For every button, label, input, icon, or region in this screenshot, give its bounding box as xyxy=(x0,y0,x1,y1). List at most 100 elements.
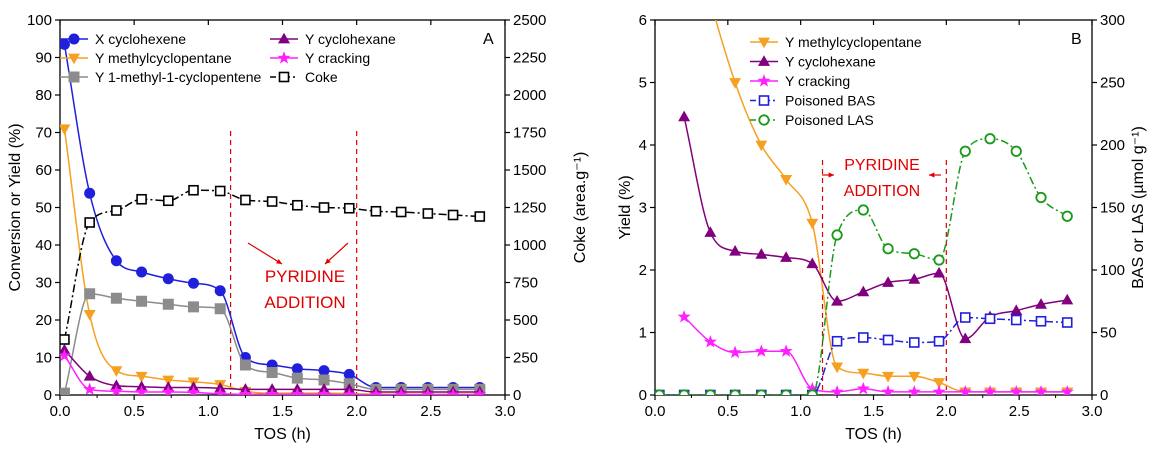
y-tick-label: 50 xyxy=(35,200,52,217)
legend-marker xyxy=(758,37,770,49)
y-tick-label: 20 xyxy=(35,312,52,329)
legend-label: Y cyclohexane xyxy=(785,54,876,70)
y2-tick-label: 1250 xyxy=(513,200,546,217)
y2-tick-label: 100 xyxy=(1100,262,1125,279)
data-point xyxy=(806,218,819,230)
data-point xyxy=(831,335,843,347)
legend-item: X cyclohexene xyxy=(60,31,186,47)
data-point xyxy=(1060,384,1074,395)
y2-tick-label: 300 xyxy=(1100,12,1125,29)
x-tick-label: 0.5 xyxy=(124,403,145,420)
legend-marker xyxy=(758,114,770,126)
legend-item: Poisoned BAS xyxy=(750,93,875,109)
data-point xyxy=(830,384,844,395)
data-point xyxy=(805,381,819,395)
data-point xyxy=(857,204,869,216)
x-tick-label: 2.0 xyxy=(346,403,367,420)
x-tick-label: 3.0 xyxy=(1082,403,1103,420)
arrow-shaft xyxy=(247,242,283,265)
series-y-cyclohexane xyxy=(678,110,1074,344)
data-point xyxy=(908,273,921,284)
x-tick-label: 2.5 xyxy=(1009,403,1030,420)
data-point xyxy=(1061,317,1073,328)
data-point xyxy=(677,309,691,323)
annotation-text: PYRIDINE xyxy=(265,267,345,286)
data-point xyxy=(1010,314,1022,326)
x-tick-label: 0.5 xyxy=(717,403,738,420)
y-tick-label: 60 xyxy=(35,162,52,179)
data-point xyxy=(856,381,870,395)
data-point xyxy=(135,371,148,383)
data-point xyxy=(109,384,123,395)
legend-item: Y cracking xyxy=(750,73,850,89)
data-point xyxy=(369,387,383,395)
data-point xyxy=(755,248,768,259)
series-y-methylcyclopentane xyxy=(60,124,486,395)
y-tick-label: 5 xyxy=(639,75,647,92)
data-point xyxy=(162,298,174,310)
arrow-head xyxy=(325,258,331,264)
data-point xyxy=(882,334,894,346)
data-point xyxy=(186,385,201,395)
legend-label: Y methylcyclopentane xyxy=(785,34,922,50)
data-point xyxy=(239,359,251,371)
data-point xyxy=(908,337,920,348)
data-point xyxy=(933,378,946,389)
data-point xyxy=(343,202,355,214)
x-tick-label: 2.0 xyxy=(936,403,957,420)
series-line xyxy=(63,189,480,340)
data-point xyxy=(754,344,768,357)
series-line xyxy=(659,137,1068,395)
series-line xyxy=(683,316,1068,393)
data-point xyxy=(162,375,175,387)
data-point xyxy=(266,196,278,207)
data-point xyxy=(213,386,227,395)
y2-tick-label: 500 xyxy=(513,312,538,329)
series-line xyxy=(659,316,1068,395)
data-point xyxy=(983,384,997,395)
data-point xyxy=(907,384,921,395)
arrow-head xyxy=(276,258,282,264)
legend-label: Y cracking xyxy=(305,50,370,66)
annotation-text: ADDITION xyxy=(264,293,345,312)
data-point xyxy=(858,332,869,343)
data-point xyxy=(84,217,95,228)
data-point xyxy=(136,266,148,278)
data-point xyxy=(291,372,303,384)
y-tick-label: 10 xyxy=(35,350,52,367)
data-point xyxy=(238,387,253,395)
y-tick-label: 40 xyxy=(35,237,52,254)
data-point xyxy=(1034,384,1048,395)
legend-marker xyxy=(68,53,80,65)
y-tick-label: 1 xyxy=(639,325,647,342)
panel-label: B xyxy=(1071,31,1082,48)
chart-panel-a: 0.0 0.5 1.0 1.5 2.0 2.5 3.00102030405060708090… xyxy=(7,12,589,443)
legend-item: Y cracking xyxy=(270,50,370,66)
data-point xyxy=(882,371,895,383)
y2-tick-label: 250 xyxy=(513,350,538,367)
x-tick-label: 0.0 xyxy=(645,403,666,420)
panel-label: A xyxy=(483,31,494,48)
data-point xyxy=(703,334,717,348)
data-point xyxy=(60,343,71,355)
data-point xyxy=(908,248,920,260)
y2-tick-label: 250 xyxy=(1100,75,1125,92)
data-point xyxy=(831,294,844,306)
data-point xyxy=(779,344,793,357)
data-point xyxy=(394,387,408,395)
annotation-arrow xyxy=(324,242,349,265)
data-point xyxy=(265,387,279,395)
x-tick-label: 1.5 xyxy=(863,403,884,420)
y-tick-label: 0 xyxy=(44,387,52,404)
data-point xyxy=(474,211,486,222)
data-point xyxy=(831,362,844,374)
y-tick-label: 0 xyxy=(639,387,647,404)
data-point xyxy=(729,389,741,395)
data-point xyxy=(318,365,330,377)
data-point xyxy=(933,254,945,266)
data-point xyxy=(881,384,895,395)
annotation-arrow xyxy=(247,242,283,265)
annotation-text: ADDITION xyxy=(844,183,920,200)
y2-tick-label: 2250 xyxy=(513,50,546,67)
data-point xyxy=(755,140,768,152)
